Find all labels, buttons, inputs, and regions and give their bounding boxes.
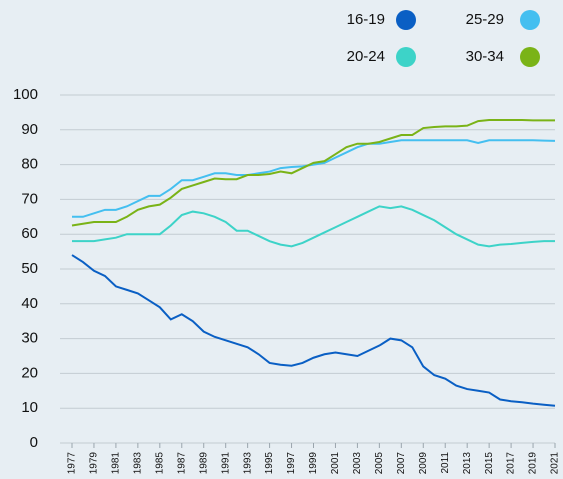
x-tick-label: 2013 (462, 452, 473, 475)
x-tick-label: 2021 (550, 452, 561, 475)
x-tick-label: 1991 (220, 452, 231, 475)
x-tick-label: 1997 (286, 452, 297, 475)
x-tick-label: 1977 (67, 452, 78, 475)
y-tick-label: 80 (21, 156, 38, 173)
x-tick-label: 1989 (198, 452, 209, 475)
y-tick-label: 70 (21, 190, 38, 207)
y-tick-label: 60 (21, 225, 38, 242)
y-tick-label: 50 (21, 260, 38, 277)
x-tick-label: 1999 (308, 452, 319, 475)
legend-swatch (396, 47, 416, 67)
y-tick-label: 0 (30, 434, 38, 451)
series-line (72, 205, 555, 248)
x-tick-label: 2005 (374, 452, 385, 475)
series-line (72, 139, 556, 218)
series-line (71, 254, 556, 407)
x-tick-label: 2009 (418, 452, 429, 475)
x-tick-label: 1987 (176, 452, 187, 475)
x-tick-label: 2003 (352, 452, 363, 475)
x-tick-label: 1979 (89, 452, 100, 475)
x-tick-label: 2015 (484, 452, 495, 475)
x-tick-label: 2019 (528, 452, 539, 475)
series-line (71, 119, 555, 227)
legend-swatch (396, 10, 416, 30)
y-tick-label: 30 (21, 330, 38, 347)
x-tick-label: 1995 (264, 452, 275, 475)
legend-swatch (520, 47, 540, 67)
y-tick-label: 40 (21, 295, 38, 312)
y-tick-label: 10 (21, 399, 38, 416)
y-tick-label: 90 (21, 121, 38, 138)
x-tick-label: 2017 (506, 452, 517, 475)
x-tick-label: 2001 (330, 452, 341, 475)
x-tick-label: 2007 (396, 452, 407, 475)
y-tick-label: 100 (13, 86, 38, 103)
x-tick-label: 1981 (111, 452, 122, 475)
legend-label: 16-19 (347, 11, 385, 28)
x-tick-label: 2011 (440, 452, 451, 474)
x-tick-label: 1993 (242, 452, 253, 475)
x-tick-label: 1985 (154, 452, 165, 475)
legend-label: 20-24 (347, 48, 385, 65)
x-tick-label: 1983 (133, 452, 144, 475)
y-tick-label: 20 (21, 364, 38, 381)
legend-swatch (520, 10, 540, 30)
legend-label: 25-29 (466, 11, 504, 28)
legend-label: 30-34 (466, 48, 504, 65)
